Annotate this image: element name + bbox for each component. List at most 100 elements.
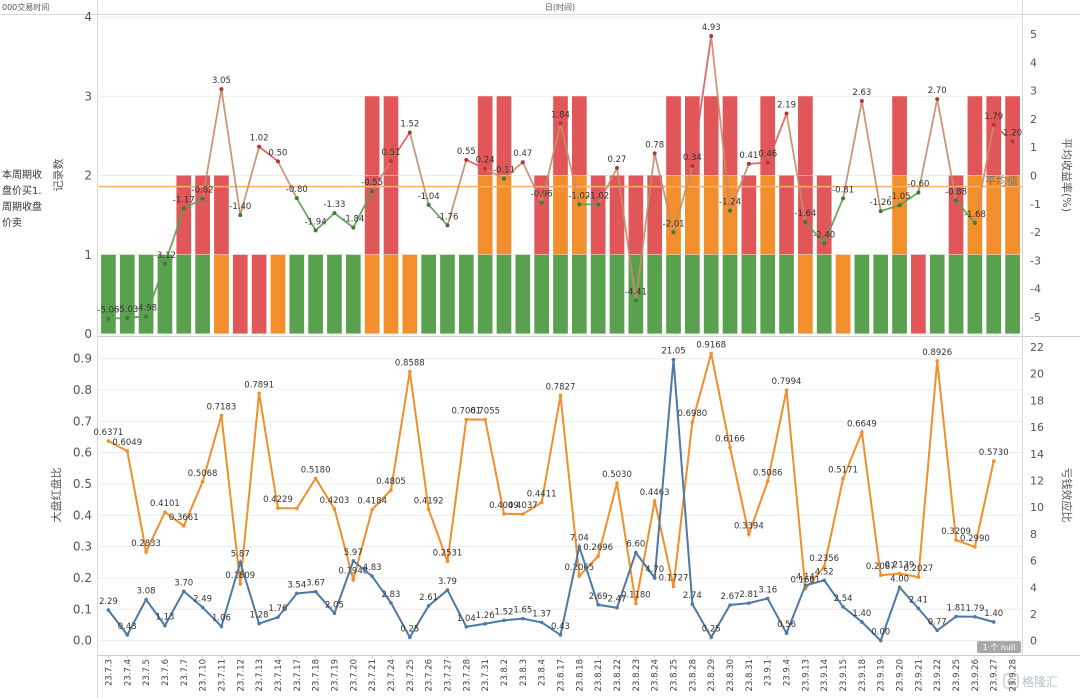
bottom-y2-tick-label: 14 [1030,448,1044,461]
return-line-segment [145,263,166,317]
x-tick-label: 23.7.27 [444,659,454,691]
loss-effect-line-point [897,585,902,590]
red-ratio-line-point [897,571,902,576]
return-data-label: 0.55 [457,147,476,157]
top-y-tick-label: 0 [84,327,92,341]
loss-effect-line-point [200,605,205,610]
red-ratio-data-label: 0.6980 [677,409,707,419]
red-ratio-data-label: 0.6649 [847,419,877,429]
bottom-y2-tick-label: 18 [1030,394,1044,407]
loss-effect-line-point [709,635,713,640]
loss-effect-line-point [973,614,977,619]
bottom-y-axis-label: 大盘红盘比 [49,468,63,523]
bar-segment [967,96,983,175]
bottom-y-tick-label: 0.7 [73,414,92,428]
loss-effect-line-point [219,624,224,629]
header-center-label: 日(时间) [545,2,575,12]
bar-segment [364,96,380,175]
return-line-segment [861,100,882,212]
return-point [991,122,996,127]
x-tick-label: 23.7.25 [406,659,416,691]
red-ratio-data-label: 0.4203 [320,496,350,506]
return-line-segment [823,198,844,244]
bar-segment [308,254,323,334]
return-line-segment [880,204,900,213]
bottom-y2-tick-label: 8 [1030,528,1037,541]
return-point [615,165,620,170]
red-ratio-line-point [483,417,487,422]
loss-effect-line-point [577,544,582,549]
return-data-label: -0.82 [192,186,214,196]
return-point [313,228,318,233]
bottom-y2-axis-label: 亏钱效应比 [1060,468,1074,523]
red-ratio-line-point [521,512,525,516]
return-point [803,219,808,224]
red-ratio-line-point [615,481,619,485]
red-ratio-data-label: 0.8588 [395,359,425,369]
loss-effect-data-label: 21.05 [661,347,685,357]
red-ratio-data-label: 0.5068 [188,469,218,479]
loss-effect-data-label: 1.06 [212,614,231,624]
return-point [200,196,205,201]
return-data-label: 3.05 [212,76,231,86]
bar-segment [553,96,568,175]
bar-segment [421,254,436,334]
x-tick-label: 23.8.22 [613,659,623,691]
return-data-label: -0.96 [531,190,553,200]
x-tick-label: 23.8.24 [651,659,661,691]
return-data-label: -2.40 [813,230,835,240]
loss-effect-data-label: 2.69 [589,592,608,602]
loss-effect-data-label: 1.76 [268,604,287,614]
x-tick-label: 23.7.13 [255,659,265,691]
loss-effect-line-point [539,620,544,625]
loss-effect-data-label: 4.00 [890,574,909,584]
loss-effect-data-label: 2.41 [909,595,928,605]
return-line-segment [672,165,694,233]
red-ratio-data-label: 0.3209 [941,527,971,537]
top-y2-tick-label: 2 [1030,113,1037,126]
bar-segment [703,96,719,175]
return-point [275,159,280,164]
null-indicator[interactable]: 1 个 null [977,641,1021,653]
loss-effect-line-point [408,635,412,640]
red-ratio-data-label: 0.4229 [263,495,293,505]
bottom-y-tick-label: 0.1 [73,602,92,616]
bar-segment [986,175,1002,255]
return-line-segment [653,153,675,233]
red-ratio-data-label: 0.2027 [904,564,934,574]
return-point [558,121,563,126]
red-ratio-line-point [408,369,412,374]
bottom-y-tick-label: 0.0 [73,634,92,648]
bar-segment [195,254,210,334]
loss-effect-data-label: 2.74 [683,591,702,601]
top-y2-tick-label: -1 [1030,198,1041,211]
bottom-y2-tick-label: 2 [1030,608,1037,621]
return-line-segment [277,160,298,199]
return-line-segment [766,113,788,163]
bar-segment [1005,96,1020,175]
red-ratio-data-label: 0.5086 [753,468,783,478]
return-line-segment [465,159,486,170]
return-line-segment [634,153,656,301]
loss-effect-line-point [426,604,431,608]
loss-effect-line-point [991,620,996,624]
bar-segment [383,175,399,255]
return-point [294,196,299,201]
loss-effect-data-label: 2.67 [721,592,740,602]
return-point [841,196,846,201]
loss-effect-line-point [803,583,808,588]
red-ratio-line-point [200,480,205,484]
loss-effect-line-point [558,633,563,637]
bar-segment [571,96,587,175]
return-data-label: 0.51 [382,148,401,158]
return-line-segment [484,167,505,180]
red-ratio-line-point [125,449,130,453]
top-y2-tick-label: -3 [1030,254,1041,267]
return-point [125,315,130,320]
bar-segment [722,96,738,175]
bar-segment [722,254,738,334]
bar-segment [176,254,192,334]
red-ratio-line-point [445,559,450,564]
red-ratio-line-point [596,554,600,558]
red-ratio-data-label: 0.3661 [169,513,199,523]
